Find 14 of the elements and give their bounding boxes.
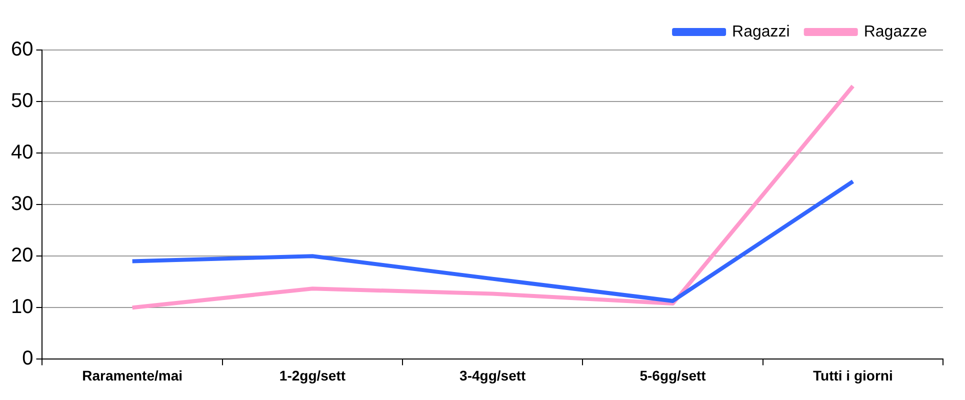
x-tick-label: Raramente/mai <box>82 367 183 384</box>
legend-label: Ragazze <box>864 23 928 40</box>
legend-label: Ragazzi <box>732 23 790 40</box>
y-tick-label: 40 <box>10 142 34 164</box>
x-tick-label: 3-4gg/sett <box>460 367 526 384</box>
y-tick-label: 0 <box>22 348 34 370</box>
y-tick-label: 10 <box>10 296 34 318</box>
x-tick-label: 5-6gg/sett <box>640 367 706 384</box>
y-tick-label: 20 <box>10 244 34 267</box>
x-tick-label: 1-2gg/sett <box>279 367 346 384</box>
y-tick-label: 50 <box>10 90 34 112</box>
x-tick-label: Tutti i giorni <box>813 367 893 384</box>
y-tick-label: 60 <box>10 38 34 61</box>
y-tick-label: 30 <box>10 193 34 216</box>
